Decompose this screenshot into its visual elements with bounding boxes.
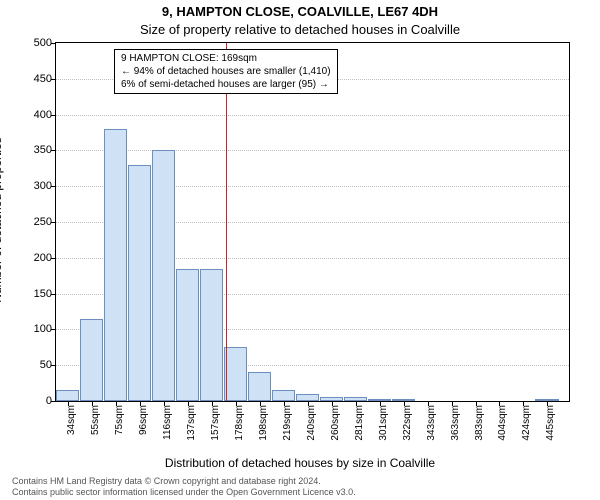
y-axis-label: Number of detached properties: [0, 55, 4, 220]
chart-container: 9, HAMPTON CLOSE, COALVILLE, LE67 4DH Si…: [0, 0, 600, 500]
xtick-label: 343sqm: [426, 405, 437, 441]
gridline: [56, 115, 569, 116]
xtick-label: 301sqm: [378, 405, 389, 441]
xtick-label: 198sqm: [258, 405, 269, 441]
xtick-label: 281sqm: [354, 405, 365, 441]
histogram-bar: [104, 129, 127, 401]
plot-area: 05010015020025030035040045050034sqm55sqm…: [55, 42, 570, 402]
ytick-label: 250: [34, 216, 52, 228]
xtick-label: 219sqm: [282, 405, 293, 441]
gridline: [56, 150, 569, 151]
xtick-label: 75sqm: [114, 405, 125, 435]
footer-attribution: Contains HM Land Registry data © Crown c…: [12, 476, 588, 499]
ytick-label: 200: [34, 252, 52, 264]
histogram-bar: [272, 390, 295, 401]
xtick-label: 116sqm: [162, 405, 173, 440]
histogram-bar: [248, 372, 271, 401]
ytick-label: 50: [40, 359, 52, 371]
xtick-label: 137sqm: [186, 405, 197, 441]
histogram-bar: [128, 165, 151, 401]
xtick-label: 240sqm: [306, 405, 317, 441]
annotation-line-3: 6% of semi-detached houses are larger (9…: [121, 78, 331, 91]
xtick-label: 445sqm: [545, 405, 556, 441]
xtick-label: 96sqm: [138, 405, 149, 435]
histogram-bar: [176, 269, 199, 401]
histogram-bar: [296, 394, 319, 401]
xtick-label: 260sqm: [330, 405, 341, 441]
ytick-label: 350: [34, 144, 52, 156]
histogram-bar: [224, 347, 247, 401]
ytick-label: 100: [34, 323, 52, 335]
xtick-label: 178sqm: [234, 405, 245, 441]
histogram-bar: [80, 319, 103, 401]
xtick-label: 34sqm: [66, 405, 77, 435]
chart-subtitle: Size of property relative to detached ho…: [0, 22, 600, 37]
marker-line: [226, 43, 227, 401]
xtick-label: 55sqm: [90, 405, 101, 435]
footer-line-1: Contains HM Land Registry data © Crown c…: [12, 476, 588, 487]
ytick-label: 500: [34, 37, 52, 49]
xtick-label: 424sqm: [521, 405, 532, 441]
xtick-label: 322sqm: [402, 405, 413, 441]
ytick-label: 150: [34, 288, 52, 300]
xtick-label: 363sqm: [450, 405, 461, 441]
xtick-label: 383sqm: [474, 405, 485, 441]
ytick-label: 300: [34, 180, 52, 192]
annotation-line-1: 9 HAMPTON CLOSE: 169sqm: [121, 52, 331, 65]
x-axis-label: Distribution of detached houses by size …: [0, 456, 600, 470]
histogram-bar: [56, 390, 79, 401]
annotation-box: 9 HAMPTON CLOSE: 169sqm ← 94% of detache…: [114, 49, 338, 94]
footer-line-2: Contains public sector information licen…: [12, 487, 588, 498]
xtick-label: 404sqm: [497, 405, 508, 441]
ytick-label: 450: [34, 73, 52, 85]
histogram-bar: [152, 150, 175, 401]
histogram-bar: [200, 269, 223, 401]
chart-title: 9, HAMPTON CLOSE, COALVILLE, LE67 4DH: [0, 4, 600, 19]
ytick-label: 0: [46, 395, 52, 407]
ytick-label: 400: [34, 109, 52, 121]
xtick-label: 157sqm: [210, 405, 221, 441]
annotation-line-2: ← 94% of detached houses are smaller (1,…: [121, 65, 331, 78]
